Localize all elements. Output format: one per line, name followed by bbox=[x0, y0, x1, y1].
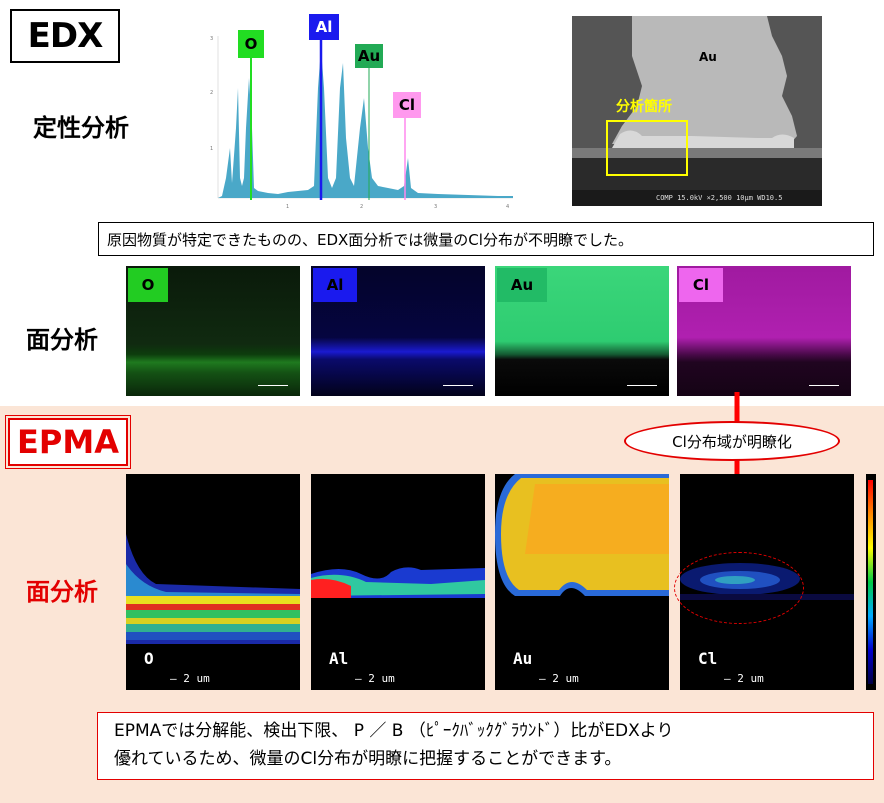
edx-map-au: Au bbox=[495, 266, 669, 396]
y-tick-3: 3 bbox=[210, 36, 213, 42]
peak-tag-au: Au bbox=[355, 44, 383, 68]
epma-map-label-cl: Cl bbox=[698, 649, 718, 668]
callout-text: Cl分布域が明瞭化 bbox=[672, 432, 792, 451]
epma-note-line2: 優れているため、微量のCl分布が明瞭に把握することができます。 bbox=[114, 749, 622, 769]
spectrum-fill bbox=[218, 48, 513, 198]
sem-image: Au 分析箇所 COMP 15.0kV ×2,500 10μm WD10.5 bbox=[572, 16, 822, 206]
sem-au-label: Au bbox=[699, 50, 717, 64]
callout-ellipse: Cl分布域が明瞭化 bbox=[624, 421, 840, 461]
edx-map-label: 面分析 bbox=[26, 326, 98, 354]
x-tick-1: 1 bbox=[286, 204, 289, 210]
epma-map-label-au: Au bbox=[513, 649, 533, 668]
edx-map-tag-al: Al bbox=[313, 268, 357, 302]
color-scale-bar bbox=[866, 474, 876, 690]
sem-region-label: 分析箇所 bbox=[616, 99, 672, 115]
x-tick-2: 2 bbox=[360, 204, 363, 210]
epma-map-label-al: Al bbox=[329, 649, 349, 668]
edx-map-cl: Cl bbox=[677, 266, 851, 396]
edx-map-tag-cl: Cl bbox=[679, 268, 723, 302]
epma-map-scale-al: — 2 um bbox=[355, 672, 395, 685]
peak-tag-cl: Cl bbox=[393, 92, 421, 118]
sem-region-box bbox=[606, 120, 688, 176]
epma-note-line1: EPMAでは分解能、検出下限、 P ／ B （ﾋﾟｰｸﾊﾞｯｸｸﾞﾗｳﾝﾄﾞ）比… bbox=[114, 721, 674, 741]
epma-map-label: 面分析 bbox=[26, 578, 98, 606]
epma-map-scale-cl: — 2 um bbox=[724, 672, 764, 685]
edx-map-o: O bbox=[126, 266, 300, 396]
epma-map-label-o: O bbox=[144, 649, 154, 668]
y-tick-2: 2 bbox=[210, 90, 213, 96]
edx-title: EDX bbox=[10, 9, 120, 63]
edx-note: 原因物質が特定できたものの、EDX面分析では微量のCl分布が不明瞭でした。 bbox=[98, 222, 874, 256]
sem-footer: COMP 15.0kV ×2,500 10μm WD10.5 bbox=[656, 194, 783, 202]
epma-map-scale-o: — 2 um bbox=[170, 672, 210, 685]
epma-map-al: Al — 2 um bbox=[311, 474, 485, 690]
epma-note: EPMAでは分解能、検出下限、 P ／ B （ﾋﾟｰｸﾊﾞｯｸｸﾞﾗｳﾝﾄﾞ）比… bbox=[97, 712, 874, 780]
y-tick-1: 1 bbox=[210, 146, 213, 152]
peak-tag-o: O bbox=[238, 30, 264, 58]
peak-tag-al: Al bbox=[309, 14, 339, 40]
edx-qual-label: 定性分析 bbox=[33, 114, 129, 142]
x-tick-4: 4 bbox=[506, 204, 509, 210]
edx-map-al: Al bbox=[311, 266, 485, 396]
edx-map-tag-au: Au bbox=[497, 268, 547, 302]
epma-map-o: O — 2 um bbox=[126, 474, 300, 690]
edx-map-tag-o: O bbox=[128, 268, 168, 302]
x-tick-3: 3 bbox=[434, 204, 437, 210]
edx-spectrum: 3 2 1 1 2 3 4 O Al Au Cl bbox=[208, 14, 518, 218]
epma-title: EPMA bbox=[5, 415, 131, 469]
cl-highlight-ellipse bbox=[674, 552, 804, 624]
epma-map-scale-au: — 2 um bbox=[539, 672, 579, 685]
epma-map-au: Au — 2 um bbox=[495, 474, 669, 690]
